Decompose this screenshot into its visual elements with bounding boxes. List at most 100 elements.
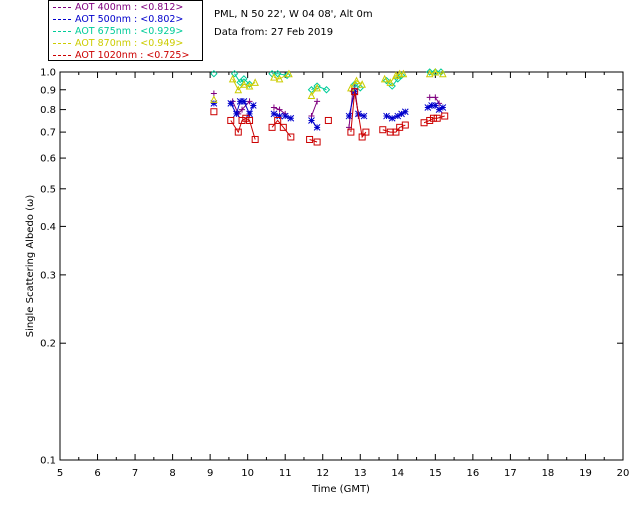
data-point [395,69,404,78]
x-tick-label: 7 [132,468,138,479]
data-point [397,71,406,80]
data-point [268,69,276,78]
legend-item-1020nm: AOT 1020nm : <0.725> [53,50,189,62]
y-tick-label: 0.1 [40,456,56,467]
data-point [380,74,389,83]
x-tick-label: 8 [169,468,175,479]
legend-swatch-1020nm [53,55,71,56]
data-point [240,98,248,105]
data-point [285,69,293,78]
data-point [433,114,441,122]
x-axis-label: Time (GMT) [311,484,370,495]
legend-label-1020nm: AOT 1020nm : <0.725> [75,50,190,61]
data-point [227,100,235,107]
x-tick-label: 12 [316,468,329,479]
data-point [210,100,218,107]
data-point [435,106,443,113]
x-tick-label: 9 [207,468,213,479]
data-point [245,80,254,88]
data-point [313,124,321,131]
data-point [362,128,370,136]
data-point [322,86,331,94]
legend-label-870nm: AOT 870nm : <0.949> [75,38,184,49]
axes: 5 6 7 8 9 10 11 12 13 14 15 16 17 18 19 20 1.0 0.9 0.8 0.7 0… [40,68,629,480]
data-point [230,69,239,78]
data-point [360,112,368,120]
data-point [358,80,366,88]
legend-swatch-400nm [53,7,71,8]
data-point [210,108,218,116]
data-point [276,106,283,113]
data-point [424,104,432,111]
data-point [347,128,355,136]
data-point [426,116,434,124]
x-tick-label: 5 [57,468,63,479]
data-point [233,110,240,118]
data-point [313,83,321,92]
data-point [275,74,284,83]
data-point [352,76,361,85]
data-point [287,114,295,122]
x-tick-label: 14 [391,468,404,479]
data-point [306,135,314,143]
x-tick-label: 17 [504,468,517,479]
legend-label-500nm: AOT 500nm : <0.802> [75,14,184,25]
data-point [324,116,332,124]
data-point [236,98,244,105]
series-layer [210,67,449,146]
y-tick-label: 0.6 [40,154,56,165]
data-point [382,76,391,85]
x-tick-label: 16 [466,468,479,479]
data-point [426,94,433,101]
data-point [307,91,316,99]
data-point [246,110,253,118]
data-point [240,80,248,88]
data-point [399,69,408,78]
data-point [270,73,278,81]
data-point [308,117,315,124]
series-line [350,91,367,139]
data-point [270,104,277,111]
data-point [249,102,257,109]
data-point [401,121,409,129]
data-point [401,108,409,116]
data-point [246,98,253,105]
legend-item-400nm: AOT 400nm : <0.812> [53,2,183,14]
series-line [311,101,318,117]
x-tick-label: 13 [354,468,367,479]
data-point [234,128,242,136]
data-point [281,112,289,120]
data-point [431,102,439,109]
x-tick-label: 6 [94,468,100,479]
series-line [350,79,363,89]
data-point [273,69,282,78]
series-3 [210,67,447,103]
data-point [386,78,395,86]
data-point [429,114,437,122]
data-point [270,110,278,118]
series-line [309,139,318,143]
series-line [232,78,256,91]
data-point [276,112,283,120]
legend-swatch-675nm [53,31,71,32]
data-point [314,98,321,105]
data-point [313,138,321,146]
data-point [242,114,250,122]
x-tick-label: 11 [279,468,292,479]
data-point [279,123,287,131]
data-point [388,114,396,122]
series-4 [210,88,449,146]
data-point [246,116,254,124]
x-tick-label: 19 [579,468,592,479]
data-point [425,69,434,78]
data-point [251,135,259,143]
data-point [394,75,402,83]
data-point [210,69,218,78]
y-tick-label: 0.4 [40,222,56,233]
y-axis-label: Single Scattering Albedo (ω) [25,195,36,338]
y-tick-label: 0.3 [40,270,56,281]
data-point [251,78,259,86]
legend-item-870nm: AOT 870nm : <0.949> [53,38,183,50]
data-point [439,69,447,78]
